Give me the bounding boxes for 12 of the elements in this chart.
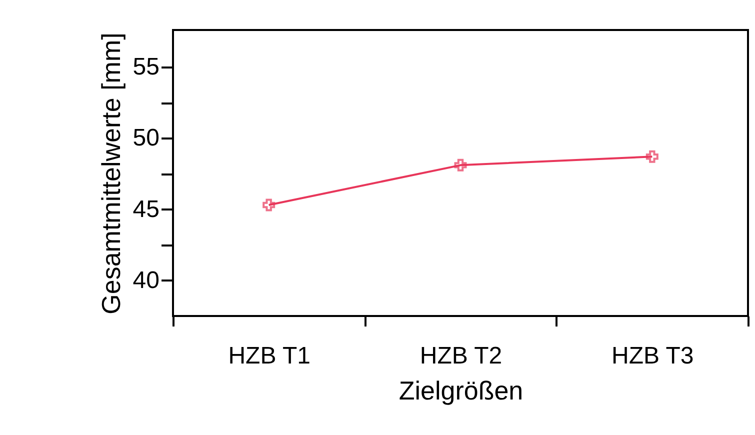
y-tick-label: 55 — [132, 53, 160, 80]
point — [646, 150, 658, 163]
point — [262, 198, 276, 212]
y-axis-title: Gesamtmittelwerte [mm] — [96, 32, 126, 314]
x-axis-title: Zielgrößen — [398, 376, 524, 406]
x-tick-label: HZB T3 — [612, 342, 694, 370]
y-tick-label: 50 — [132, 124, 160, 152]
point — [454, 158, 467, 172]
x-tick-label: HZB T2 — [420, 342, 502, 370]
y-tick-label: 40 — [132, 266, 160, 294]
x-tick-label: HZB T1 — [228, 342, 310, 370]
y-tick-label: 45 — [132, 196, 160, 223]
